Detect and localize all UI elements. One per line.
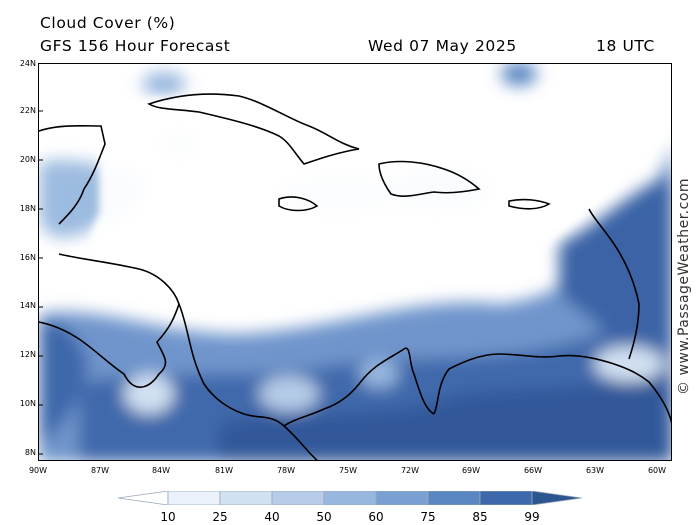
lat-label: 10N [19,399,36,408]
lon-label: 90W [28,466,48,475]
legend-label: 85 [472,510,488,524]
lat-label: 24N [19,59,36,68]
lat-label: 20N [19,155,36,164]
lon-label: 81W [214,466,234,475]
legend-swatch [219,490,273,506]
lon-label: 75W [338,466,358,475]
color-legend [117,490,583,506]
legend-swatch [479,490,533,506]
forecast-time: 18 UTC [596,37,655,55]
lon-label: 63W [585,466,605,475]
legend-swatch [427,490,481,506]
lon-label: 87W [90,466,110,475]
coastlines [39,93,671,460]
map-graphic [39,64,671,460]
legend-label: 99 [524,510,540,524]
legend-label: 60 [368,510,384,524]
lon-label: 69W [461,466,481,475]
legend-swatch [271,490,325,506]
legend-swatch [117,490,169,506]
legend-label: 50 [316,510,332,524]
forecast-subtitle: GFS 156 Hour Forecast [40,37,231,55]
lat-label: 12N [19,350,36,359]
credit-watermark: © www.PassageWeather.com [676,177,692,395]
lat-label: 22N [19,106,36,115]
lon-label: 60W [647,466,667,475]
legend-label: 75 [420,510,436,524]
legend-label: 10 [160,510,176,524]
lon-label: 84W [151,466,171,475]
lon-label: 66W [523,466,543,475]
map-title: Cloud Cover (%) [40,14,176,32]
legend-label: 25 [212,510,228,524]
legend-swatch [531,490,583,506]
lat-label: 8N [24,448,36,457]
lon-label: 72W [400,466,420,475]
lat-label: 14N [19,301,36,310]
lat-label: 16N [19,253,36,262]
cloud-cover-map [38,63,672,461]
legend-label: 40 [264,510,280,524]
legend-swatch [323,490,377,506]
forecast-date: Wed 07 May 2025 [368,37,517,55]
lon-label: 78W [276,466,296,475]
axis-ticks [39,110,43,455]
lat-label: 18N [19,204,36,213]
legend-bar [117,490,583,506]
legend-swatch [375,490,429,506]
legend-swatch [167,490,221,506]
